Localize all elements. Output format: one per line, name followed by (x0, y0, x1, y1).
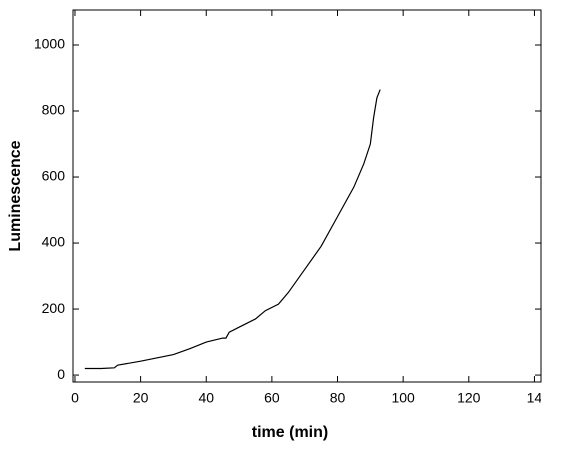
y-tick-label: 1000 (34, 36, 65, 52)
x-tick-label: 60 (264, 390, 280, 406)
x-tick-label: 100 (391, 390, 415, 406)
x-tick-label: 120 (457, 390, 481, 406)
y-axis-title: Luminescence (7, 140, 24, 251)
x-tick-label: 20 (133, 390, 149, 406)
x-tick-label: 0 (71, 390, 79, 406)
x-tick-label: 14 (527, 390, 543, 406)
y-tick-label: 600 (42, 168, 66, 184)
y-tick-label: 0 (57, 366, 65, 382)
data-line (84, 89, 381, 370)
x-tick-label: 80 (330, 390, 346, 406)
x-tick-label: 40 (198, 390, 214, 406)
plot-frame (72, 9, 542, 383)
y-tick-label: 200 (42, 300, 66, 316)
y-tick-label: 400 (42, 234, 66, 250)
x-axis-title: time (min) (252, 424, 328, 441)
y-tick-label: 800 (42, 102, 66, 118)
